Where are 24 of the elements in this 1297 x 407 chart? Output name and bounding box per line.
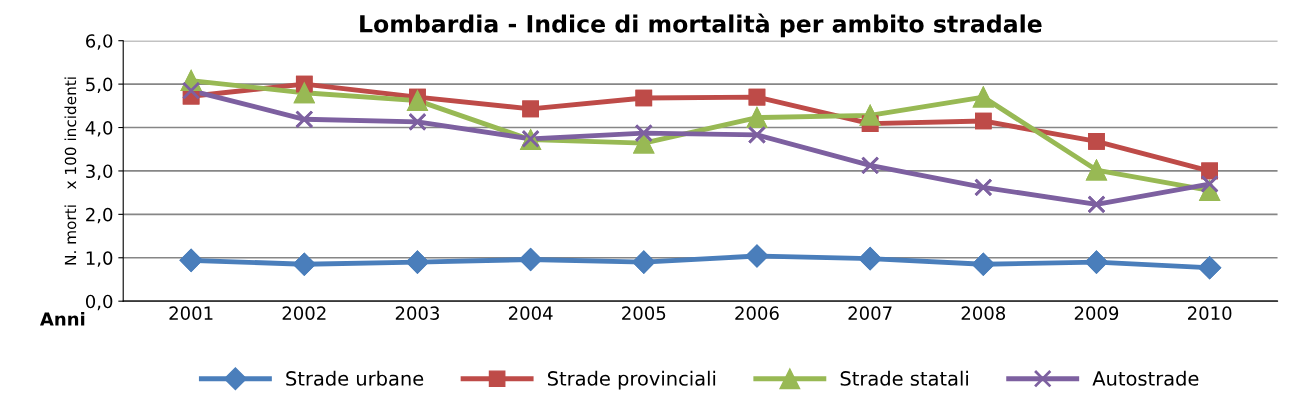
y-tick-label: 6,0 <box>86 34 113 50</box>
x-axis-title: Anni <box>39 311 85 326</box>
x-tick-label: 2005 <box>622 306 666 321</box>
y-tick-label: 1,0 <box>86 251 113 267</box>
x-tick-label: 2006 <box>735 306 779 321</box>
legend-label: Strade urbane <box>286 370 424 386</box>
y-tick-label: 2,0 <box>86 207 113 224</box>
x-tick-label: 2008 <box>961 306 1006 321</box>
x-tick-label: 2003 <box>395 306 439 321</box>
y-tick-label: 5,0 <box>86 77 113 94</box>
x-tick-label: 2002 <box>282 306 326 321</box>
x-tick-label: 2007 <box>848 306 892 321</box>
legend-label: Strade provinciali <box>547 370 716 390</box>
y-tick-label: 0,0 <box>85 294 113 311</box>
x-tick-label: 2001 <box>169 306 213 321</box>
x-tick-label: 2009 <box>1074 306 1119 321</box>
legend-label: Autostrade <box>1092 370 1199 386</box>
y-axis-title: N. morti x 100 incidenti <box>64 77 77 265</box>
y-tick-label: 4,0 <box>85 120 113 137</box>
legend-label: Strade statali <box>840 370 968 386</box>
x-tick-label: 2004 <box>508 306 553 321</box>
chart-title: Lombardia - Indice di mortalità per ambito stradale <box>360 13 1042 38</box>
x-tick-label: 2010 <box>1187 306 1232 321</box>
y-tick-label: 3,0 <box>86 164 113 180</box>
